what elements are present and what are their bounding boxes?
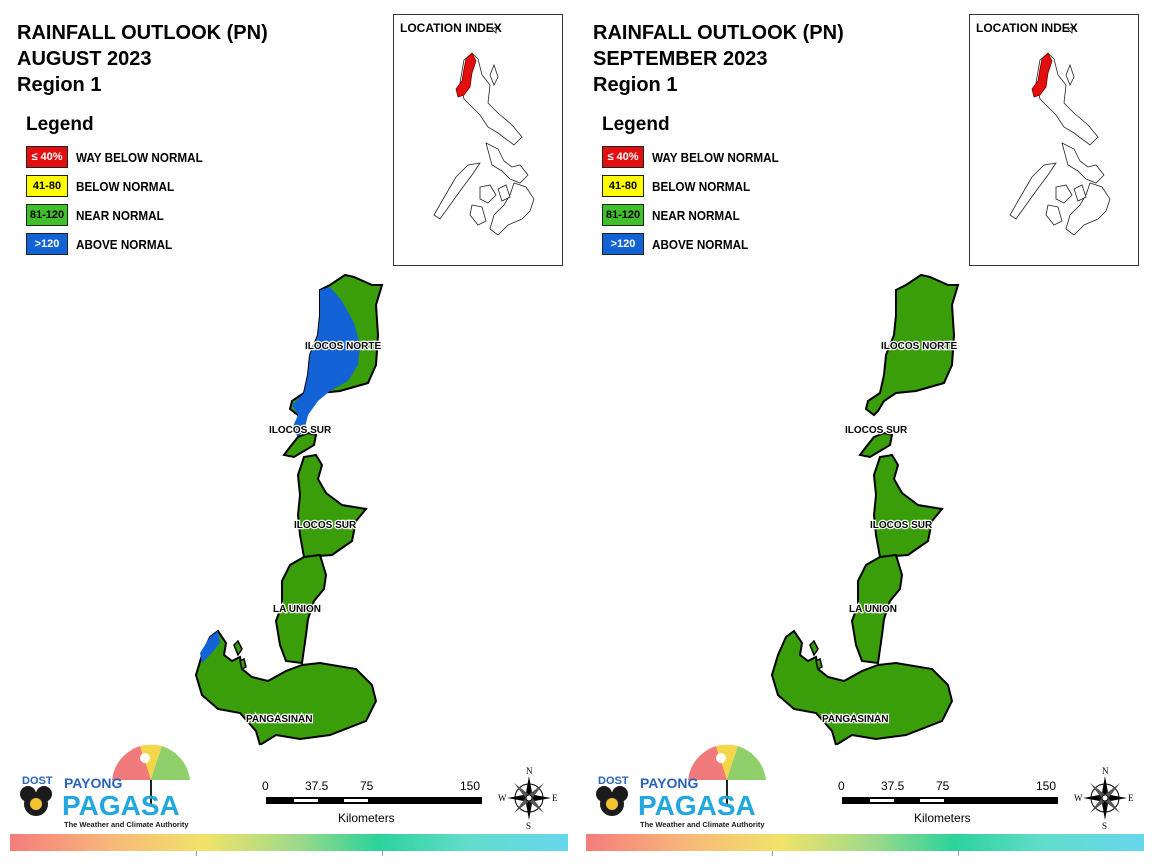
- logo-dost: DOST: [598, 775, 629, 787]
- legend-swatch: 41-80: [26, 175, 68, 197]
- scale-label: 75: [936, 779, 950, 793]
- legend-swatch: >120: [602, 233, 644, 255]
- divider: [196, 851, 197, 856]
- compass-s: S: [526, 821, 531, 831]
- legend-row-above: >120 ABOVE NORMAL: [26, 233, 172, 262]
- province-label: ILOCOS NORTE: [881, 341, 957, 352]
- title-line-1: RAINFALL OUTLOOK (PN): [17, 22, 268, 44]
- title-line-3: Region 1: [593, 74, 678, 96]
- province-label: LA UNION: [849, 604, 897, 615]
- scale-label: 0: [262, 779, 269, 793]
- legend-label: NEAR NORMAL: [652, 208, 740, 223]
- title-line-2: AUGUST 2023: [17, 48, 152, 70]
- logo-payong: PAYONG: [64, 775, 122, 791]
- philippines-index-map: [433, 26, 535, 236]
- map-title: RAINFALL OUTLOOK (PN) SEPTEMBER 2023 Reg…: [593, 20, 844, 98]
- compass-e: E: [1128, 793, 1134, 803]
- pagasa-logo: DOST PAYONG PAGASA The Weather and Clima…: [20, 744, 190, 829]
- province-label: PANGASINAN: [246, 714, 312, 725]
- outlook-panel-september: RAINFALL OUTLOOK (PN) SEPTEMBER 2023 Reg…: [576, 0, 1152, 864]
- legend-row-way-below: ≤ 40% WAY BELOW NORMAL: [26, 146, 203, 175]
- scale-label: 37.5: [305, 779, 329, 793]
- legend-label: ABOVE NORMAL: [76, 237, 173, 252]
- gradient-bar: [586, 834, 1144, 851]
- legend-label: WAY BELOW NORMAL: [76, 150, 203, 165]
- legend-swatch: >120: [26, 233, 68, 255]
- legend-label: BELOW NORMAL: [76, 179, 175, 194]
- scale-label: 150: [460, 779, 480, 793]
- legend: Legend ≤ 40% WAY BELOW NORMAL 41-80 BELO…: [26, 114, 203, 262]
- legend-swatch: ≤ 40%: [602, 146, 644, 168]
- map-title: RAINFALL OUTLOOK (PN) AUGUST 2023 Region…: [17, 20, 268, 98]
- scale-bar: 0 37.5 75 150 Kilometers: [838, 779, 1058, 825]
- legend-label: NEAR NORMAL: [76, 208, 164, 223]
- legend-heading: Legend: [602, 114, 670, 135]
- legend-row-near: 81-120 NEAR NORMAL: [26, 204, 164, 233]
- compass-w: W: [498, 793, 507, 803]
- legend-label: WAY BELOW NORMAL: [652, 150, 779, 165]
- legend-row-near: 81-120 NEAR NORMAL: [602, 204, 740, 233]
- logo-pagasa: PAGASA: [638, 790, 756, 821]
- compass-icon: N S E W: [498, 766, 558, 831]
- logo-payong: PAYONG: [640, 775, 698, 791]
- region-1-map: ILOCOS NORTE ILOCOS SUR ILOCOS SUR LA UN…: [194, 273, 384, 745]
- logo-dost: DOST: [22, 775, 53, 787]
- legend: Legend ≤ 40% WAY BELOW NORMAL 41-80 BELO…: [602, 114, 779, 262]
- divider: [382, 851, 383, 856]
- gradient-bar: [10, 834, 568, 851]
- legend-label: ABOVE NORMAL: [652, 237, 749, 252]
- legend-swatch: 81-120: [26, 204, 68, 226]
- legend-row-below: 41-80 BELOW NORMAL: [602, 175, 750, 204]
- legend-swatch: 81-120: [602, 204, 644, 226]
- logo-pagasa: PAGASA: [62, 790, 180, 821]
- legend-heading: Legend: [26, 114, 94, 135]
- location-index-title: LOCATION INDEX: [400, 21, 502, 35]
- region-1-map: ILOCOS NORTE ILOCOS SUR ILOCOS SUR LA UN…: [770, 273, 960, 745]
- province-label: PANGASINAN: [822, 714, 888, 725]
- compass-w: W: [1074, 793, 1083, 803]
- logo-tagline: The Weather and Climate Authority: [64, 820, 189, 829]
- divider: [772, 851, 773, 856]
- scale-bar: 0 37.5 75 150 Kilometers: [262, 779, 482, 825]
- legend-label: BELOW NORMAL: [652, 179, 751, 194]
- legend-row-way-below: ≤ 40% WAY BELOW NORMAL: [602, 146, 779, 175]
- province-label: ILOCOS SUR: [870, 520, 933, 531]
- scale-label: 150: [1036, 779, 1056, 793]
- province-label: ILOCOS SUR: [845, 425, 908, 436]
- divider: [958, 851, 959, 856]
- location-index: LOCATION INDEX: [393, 14, 563, 266]
- province-label: ILOCOS SUR: [269, 425, 332, 436]
- outlook-panel-august: RAINFALL OUTLOOK (PN) AUGUST 2023 Region…: [10, 14, 568, 856]
- compass-e: E: [552, 793, 558, 803]
- scale-label: 75: [360, 779, 374, 793]
- title-line-2: SEPTEMBER 2023: [593, 48, 768, 70]
- province-label: ILOCOS SUR: [294, 520, 357, 531]
- logo-tagline: The Weather and Climate Authority: [640, 820, 765, 829]
- province-label: ILOCOS NORTE: [305, 341, 381, 352]
- title-line-1: RAINFALL OUTLOOK (PN): [593, 22, 844, 44]
- legend-swatch: ≤ 40%: [26, 146, 68, 168]
- title-line-3: Region 1: [17, 74, 102, 96]
- province-label: LA UNION: [273, 604, 321, 615]
- legend-swatch: 41-80: [602, 175, 644, 197]
- compass-n: N: [526, 766, 533, 776]
- compass-n: N: [1102, 766, 1109, 776]
- philippines-index-map: [1009, 26, 1111, 236]
- compass-s: S: [1102, 821, 1107, 831]
- scale-label: 0: [838, 779, 845, 793]
- scale-unit: Kilometers: [914, 811, 971, 825]
- pagasa-logo: DOST PAYONG PAGASA The Weather and Clima…: [596, 744, 766, 829]
- legend-row-above: >120 ABOVE NORMAL: [602, 233, 748, 262]
- scale-label: 37.5: [881, 779, 905, 793]
- scale-unit: Kilometers: [338, 811, 395, 825]
- location-index-title: LOCATION INDEX: [976, 21, 1078, 35]
- legend-row-below: 41-80 BELOW NORMAL: [26, 175, 174, 204]
- location-index: LOCATION INDEX: [969, 14, 1139, 266]
- compass-icon: N S E W: [1074, 766, 1134, 831]
